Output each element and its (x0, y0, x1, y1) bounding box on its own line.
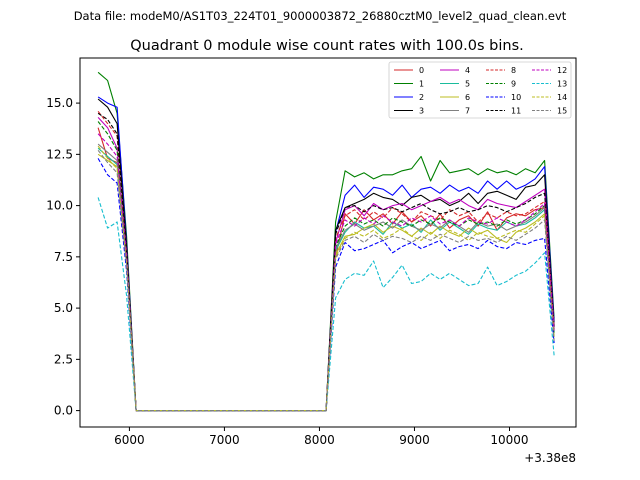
series-line-15 (97, 149, 555, 412)
legend-label-9: 9 (511, 80, 516, 89)
y-tick-label: 5.0 (54, 301, 73, 315)
series-line-5 (97, 147, 555, 412)
axes-frame (79, 57, 577, 428)
x-tick-label: 9000 (399, 433, 430, 447)
series-line-3 (97, 98, 555, 412)
x-offset-label: +3.38e8 (524, 451, 576, 465)
legend-label-4: 4 (465, 66, 470, 75)
series-line-8 (97, 110, 555, 412)
series-line-13 (97, 197, 555, 412)
legend-box (388, 61, 572, 119)
legend-label-11: 11 (511, 107, 521, 116)
x-tick-label: 6000 (114, 433, 145, 447)
legend-label-3: 3 (419, 107, 424, 116)
series-line-6 (97, 153, 555, 412)
legend-label-14: 14 (557, 93, 567, 102)
legend-label-6: 6 (465, 93, 470, 102)
y-tick-label: 7.5 (54, 250, 73, 264)
series-line-10 (97, 158, 555, 412)
legend-label-12: 12 (557, 66, 567, 75)
legend-label-1: 1 (419, 80, 424, 89)
legend-label-7: 7 (465, 107, 470, 116)
series-line-12 (97, 133, 555, 412)
legend-label-8: 8 (511, 66, 516, 75)
legend-label-2: 2 (419, 93, 424, 102)
x-tick-label: 10000 (490, 433, 528, 447)
y-tick-label: 12.5 (46, 147, 73, 161)
series-line-2 (97, 96, 555, 412)
series-line-14 (97, 145, 555, 412)
y-tick-label: 0.0 (54, 404, 73, 418)
series-line-11 (97, 112, 555, 412)
legend-label-15: 15 (557, 107, 567, 116)
y-tick-label: 10.0 (46, 199, 73, 213)
legend-label-13: 13 (557, 80, 567, 89)
series-line-4 (97, 117, 555, 412)
legend-label-5: 5 (465, 80, 470, 89)
plot-area: 6000 7000 8000 9000 10000 0.0 2.5 5.0 7.5 10.0 12.… (46, 57, 577, 465)
chart-supertitle: Data file: modeM0/AS1T03_224T01_90000038… (74, 9, 567, 23)
legend-label-10: 10 (511, 93, 521, 102)
x-tick-label: 7000 (209, 433, 240, 447)
chart-title: Quadrant 0 module wise count rates with … (130, 38, 524, 54)
y-tick-label: 15.0 (46, 96, 73, 110)
y-tick-label: 2.5 (54, 352, 73, 366)
x-tick-label: 8000 (304, 433, 335, 447)
legend-label-0: 0 (419, 66, 424, 75)
series-line-9 (97, 121, 555, 412)
